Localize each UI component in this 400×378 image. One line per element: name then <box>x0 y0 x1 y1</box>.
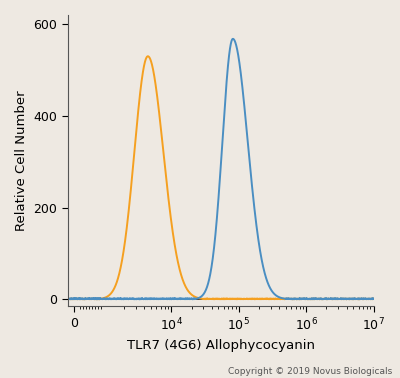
Y-axis label: Relative Cell Number: Relative Cell Number <box>15 90 28 231</box>
Text: Copyright © 2019 Novus Biologicals: Copyright © 2019 Novus Biologicals <box>228 367 392 376</box>
X-axis label: TLR7 (4G6) Allophycocyanin: TLR7 (4G6) Allophycocyanin <box>127 339 315 352</box>
